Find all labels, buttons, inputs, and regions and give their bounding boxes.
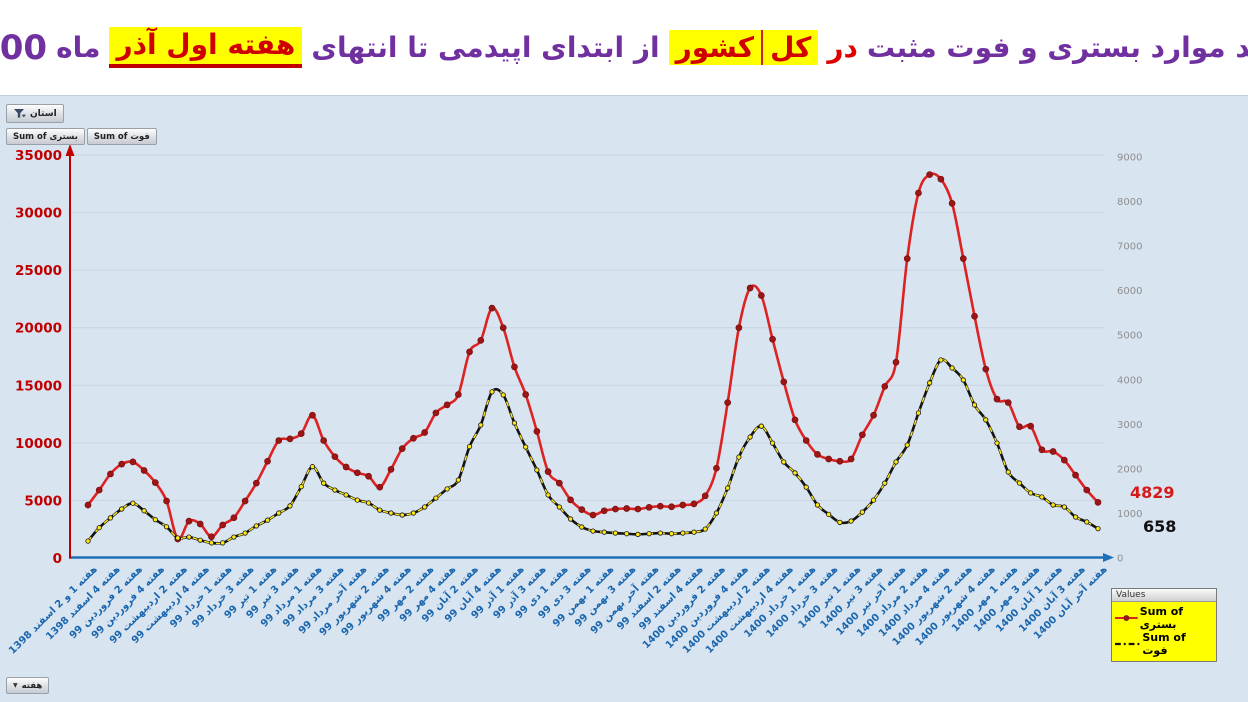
chart-legend[interactable]: Values Sum of بستری Sum of فوت <box>1111 588 1217 662</box>
legend-body: Sum of بستری Sum of فوت <box>1112 602 1216 661</box>
title-keshvar: کشور <box>668 30 762 65</box>
series2-line-icon <box>1115 642 1141 646</box>
sum-of-fot-button[interactable]: Sum of فوت <box>86 128 157 145</box>
title-dar: در <box>827 31 858 64</box>
filter-icon <box>14 109 26 118</box>
legend-item-fot: Sum of فوت <box>1115 631 1213 657</box>
title-part2: از ابتدای اپیدمی تا انتهای <box>311 31 660 64</box>
sum-of-fot-label: Sum of فوت <box>93 131 150 142</box>
title-mah: ماه <box>56 31 101 64</box>
title-year: 1400 <box>0 27 48 68</box>
province-field-label: استان <box>30 108 57 119</box>
legend-series2-label: Sum of فوت <box>1142 631 1186 657</box>
legend-series1-label: Sum of بستری <box>1139 605 1184 631</box>
series1-line-icon <box>1115 615 1138 621</box>
chevron-down-icon: ▼ <box>13 682 18 689</box>
divider <box>761 30 764 65</box>
sum-of-bastari-button[interactable]: Sum of بستری <box>6 128 85 145</box>
title-highlight-country: کل کشور <box>668 30 819 65</box>
legend-item-bastari: Sum of بستری <box>1115 605 1213 631</box>
title-part1: روند موارد بستری و فوت مثبت <box>866 31 1248 64</box>
sum-of-bastari-label: Sum of بستری <box>13 131 78 142</box>
province-filter-button[interactable]: استان <box>6 104 64 123</box>
week-field-label: هفته <box>21 680 43 691</box>
value-field-buttons: Sum of بستری Sum of فوت <box>6 128 157 145</box>
title-kol: کل <box>763 30 819 65</box>
legend-header: Values <box>1112 589 1216 602</box>
last-value-fot: 658 <box>1143 517 1177 536</box>
last-value-bastari: 4829 <box>1130 483 1175 502</box>
chart-background <box>0 95 1248 702</box>
week-axis-field-button[interactable]: ▼ هفته <box>6 677 50 694</box>
title-highlight-week: هفته اول آذر <box>109 27 303 68</box>
